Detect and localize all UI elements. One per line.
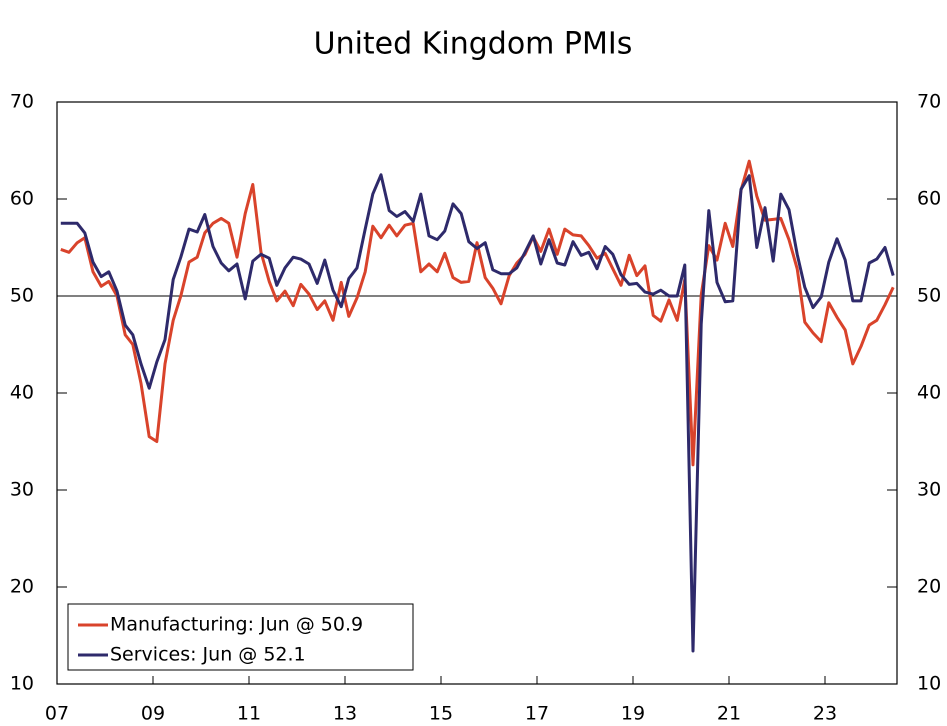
x-tick-label: 23 xyxy=(813,703,837,725)
legend-label: Manufacturing: Jun @ 50.9 xyxy=(110,614,363,636)
chart-title: United Kingdom PMIs xyxy=(314,27,633,62)
y2-tick-label: 50 xyxy=(917,285,941,307)
legend-label: Services: Jun @ 52.1 xyxy=(110,644,306,666)
x-tick-label: 21 xyxy=(717,703,741,725)
plot-frame xyxy=(56,101,898,685)
x-tick-label: 19 xyxy=(621,703,645,725)
x-tick-label: 15 xyxy=(429,703,453,725)
y-tick-label: 30 xyxy=(10,479,34,501)
x-tick-label: 07 xyxy=(45,703,69,725)
y2-tick-label: 70 xyxy=(917,91,941,113)
y-tick-label: 70 xyxy=(10,91,34,113)
x-tick-label: 17 xyxy=(525,703,549,725)
y2-tick-label: 40 xyxy=(917,382,941,404)
y-tick-label: 60 xyxy=(10,188,34,210)
x-tick-label: 09 xyxy=(141,703,165,725)
y2-tick-label: 10 xyxy=(917,673,941,695)
y-tick-label: 50 xyxy=(10,285,34,307)
series-line xyxy=(60,173,895,653)
legend-box xyxy=(67,603,414,671)
y2-tick-label: 60 xyxy=(917,188,941,210)
y2-tick-label: 30 xyxy=(917,479,941,501)
y2-tick-label: 20 xyxy=(917,576,941,598)
y-tick-label: 20 xyxy=(10,576,34,598)
y-tick-label: 40 xyxy=(10,382,34,404)
y-tick-label: 10 xyxy=(10,673,34,695)
x-tick-label: 11 xyxy=(237,703,261,725)
x-tick-label: 13 xyxy=(333,703,357,725)
series-line xyxy=(60,159,895,467)
